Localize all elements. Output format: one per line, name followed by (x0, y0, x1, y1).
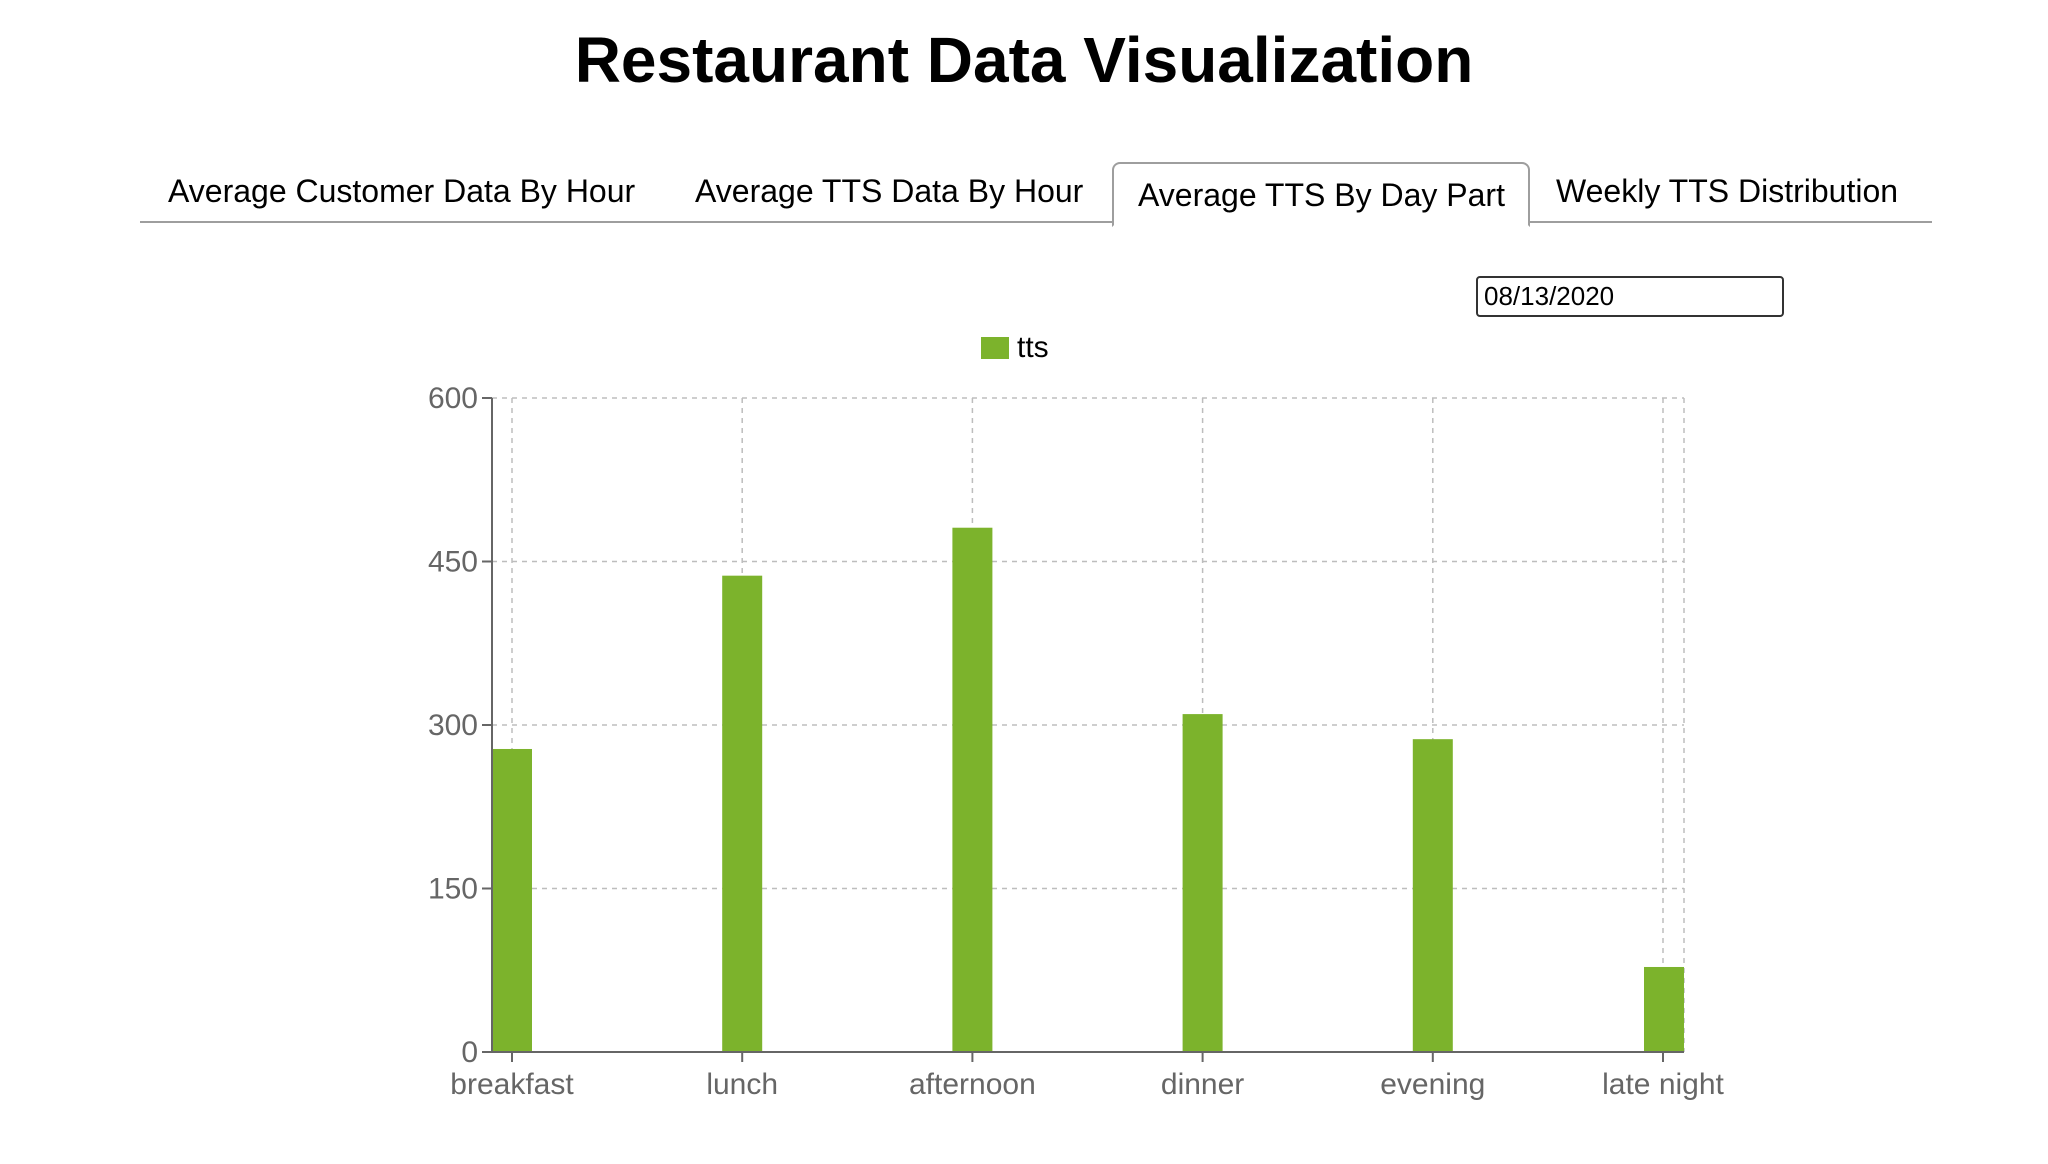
tab-average-customer-data-by-hour[interactable]: Average Customer Data By Hour (168, 173, 636, 209)
legend-swatch (981, 337, 1009, 359)
bar-evening (1412, 739, 1453, 1052)
bar-breakfast (492, 748, 532, 1052)
x-tick-label-evening: evening (1380, 1068, 1485, 1101)
x-tick-label-breakfast: breakfast (450, 1068, 574, 1101)
bar-lunch (722, 575, 763, 1052)
x-tick-label-afternoon: afternoon (909, 1068, 1036, 1101)
tab-weekly-tts-distribution[interactable]: Weekly TTS Distribution (1556, 173, 1899, 209)
bar-afternoon (952, 527, 993, 1052)
bar-late-night (1644, 966, 1684, 1052)
date-input[interactable] (1476, 276, 1784, 317)
tab-average-tts-by-day-part[interactable]: Average TTS By Day Part (1112, 162, 1530, 227)
y-tick-label-150: 150 (428, 873, 478, 906)
tab-bar: Average Customer Data By Hour Average TT… (140, 160, 1932, 227)
y-tick-label-450: 450 (428, 546, 478, 579)
page-title: Restaurant Data Visualization (574, 24, 1474, 96)
bar-dinner (1182, 714, 1223, 1052)
x-tick-label-lunch: lunch (706, 1068, 778, 1101)
y-tick-label-600: 600 (428, 382, 478, 415)
x-tick-label-dinner: dinner (1161, 1068, 1244, 1101)
x-tick-label-late-night: late night (1602, 1068, 1724, 1101)
tab-average-tts-data-by-hour[interactable]: Average TTS Data By Hour (695, 173, 1084, 209)
y-tick-label-0: 0 (461, 1036, 478, 1069)
legend-label-tts: tts (1017, 331, 1049, 364)
y-tick-label-300: 300 (428, 709, 478, 742)
